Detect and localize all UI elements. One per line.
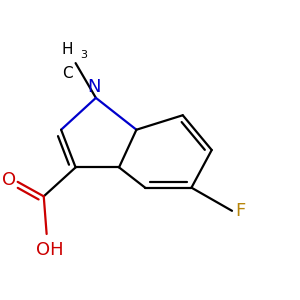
Text: F: F [236, 202, 246, 220]
Text: OH: OH [36, 241, 63, 259]
Text: H: H [61, 42, 73, 57]
Text: 3: 3 [80, 50, 87, 60]
Text: N: N [88, 78, 101, 96]
Text: O: O [2, 171, 16, 189]
Text: C: C [62, 66, 73, 81]
